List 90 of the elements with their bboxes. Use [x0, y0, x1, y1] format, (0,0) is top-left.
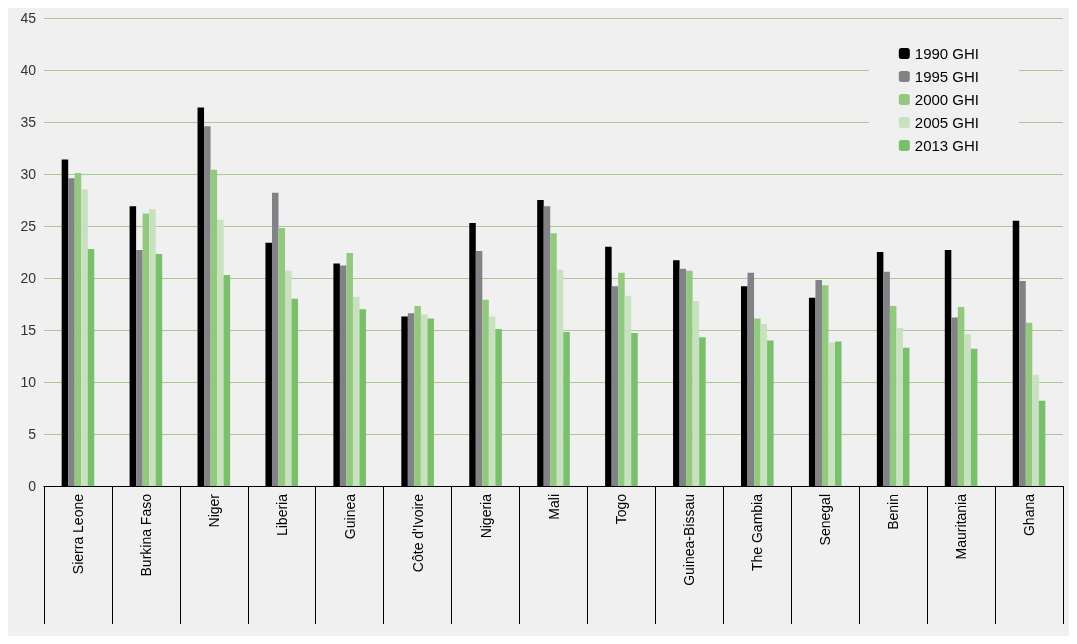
legend-label: 2005 GHI: [914, 114, 980, 131]
y-tick-label: 15: [20, 322, 37, 338]
bar: [352, 296, 360, 486]
y-tick-label: 25: [20, 218, 37, 234]
bar: [142, 213, 150, 486]
bar: [556, 269, 564, 486]
x-tick-label: Guinea: [341, 493, 358, 540]
bar: [155, 254, 163, 486]
bar: [339, 265, 347, 486]
bar: [767, 340, 774, 486]
bar: [285, 270, 292, 486]
bar: [902, 347, 910, 486]
bar: [81, 189, 88, 486]
bar: [210, 169, 218, 486]
x-tick-label: Mauritania: [953, 493, 970, 560]
y-tick-label: 30: [20, 166, 37, 182]
y-tick-label: 5: [28, 426, 37, 442]
bar: [883, 271, 890, 486]
x-tick-label: Sierra Leone: [69, 493, 86, 575]
bar: [68, 178, 75, 486]
bar: [896, 327, 903, 486]
bar: [747, 272, 755, 486]
bar: [624, 295, 632, 486]
x-tick-label: The Gambia: [749, 493, 766, 572]
bar: [618, 272, 625, 486]
bar: [136, 249, 143, 486]
bar: [414, 306, 421, 486]
bar: [828, 342, 836, 486]
bar: [1025, 322, 1033, 486]
bar: [495, 328, 502, 486]
bar: [957, 307, 965, 486]
bar: [543, 206, 551, 486]
bar: [475, 250, 483, 486]
x-tick-label: Ghana: [1021, 493, 1038, 537]
bar: [1038, 400, 1046, 486]
bar: [550, 233, 557, 486]
bar: [821, 285, 829, 486]
bar: [359, 309, 366, 486]
bar: [87, 248, 95, 486]
bar: [686, 270, 693, 486]
bar: [699, 337, 706, 486]
bar: [611, 286, 619, 486]
x-tick-label: Niger: [205, 493, 222, 528]
bar: [223, 274, 231, 486]
x-tick-label: Burkina Faso: [137, 493, 154, 577]
bar: [427, 318, 434, 486]
bar: [692, 300, 700, 486]
x-tick-label: Nigeria: [477, 493, 494, 539]
bar: [420, 314, 428, 486]
x-tick-label: Mali: [545, 494, 562, 520]
bar: [760, 323, 768, 486]
bar: [482, 299, 489, 486]
bar: [488, 316, 496, 486]
legend-label: 1990 GHI: [914, 45, 980, 62]
legend-label: 2013 GHI: [914, 137, 980, 154]
y-tick-label: 20: [20, 270, 37, 286]
y-tick-label: 35: [20, 114, 37, 130]
bar: [217, 219, 224, 486]
bar: [149, 209, 156, 486]
y-tick-label: 10: [20, 374, 37, 390]
bar: [1019, 281, 1026, 486]
legend-label: 2000 GHI: [914, 91, 980, 108]
bar: [754, 318, 761, 486]
bar: [407, 313, 415, 486]
bar: [1032, 374, 1039, 486]
bar: [346, 253, 353, 486]
y-tick-label: 40: [20, 62, 37, 78]
bar: [815, 280, 822, 486]
bar: [74, 172, 82, 486]
bar: [563, 332, 570, 486]
bar: [970, 348, 978, 486]
bar: [271, 192, 279, 486]
bar: [951, 317, 958, 486]
y-tick-label: 0: [28, 478, 37, 494]
legend-label: 1995 GHI: [914, 68, 980, 85]
x-tick-label: Côte d'Ivoire: [409, 493, 426, 573]
bar: [278, 228, 286, 486]
bar: [631, 333, 638, 486]
bar: [964, 334, 971, 486]
bar: [291, 298, 299, 486]
bar: [679, 268, 687, 486]
x-tick-label: Togo: [613, 493, 630, 525]
bar: [204, 126, 211, 486]
x-tick-label: Guinea-Bissau: [681, 494, 698, 586]
bar: [835, 341, 842, 486]
x-tick-label: Benin: [885, 494, 902, 530]
y-tick-label: 45: [20, 10, 37, 26]
bar: [889, 306, 897, 486]
x-tick-label: Senegal: [817, 494, 834, 546]
x-tick-label: Liberia: [273, 493, 290, 537]
